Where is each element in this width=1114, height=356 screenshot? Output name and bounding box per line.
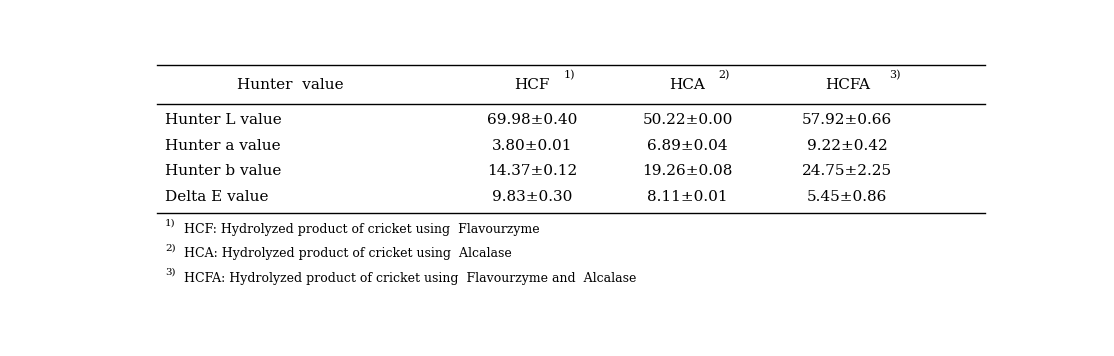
Text: HCFA: HCFA <box>824 78 870 92</box>
Text: 8.11±0.01: 8.11±0.01 <box>647 190 727 204</box>
Text: Hunter L value: Hunter L value <box>165 113 282 127</box>
Text: 3.80±0.01: 3.80±0.01 <box>491 139 573 153</box>
Text: 2): 2) <box>165 243 176 252</box>
Text: HCA: Hydrolyzed product of cricket using  Alcalase: HCA: Hydrolyzed product of cricket using… <box>184 247 512 260</box>
Text: 6.89±0.04: 6.89±0.04 <box>647 139 727 153</box>
Text: 1): 1) <box>165 219 176 227</box>
Text: 69.98±0.40: 69.98±0.40 <box>487 113 577 127</box>
Text: Hunter b value: Hunter b value <box>165 164 282 178</box>
Text: 2): 2) <box>719 70 730 80</box>
Text: 5.45±0.86: 5.45±0.86 <box>807 190 888 204</box>
Text: 9.83±0.30: 9.83±0.30 <box>492 190 573 204</box>
Text: 14.37±0.12: 14.37±0.12 <box>487 164 577 178</box>
Text: 50.22±0.00: 50.22±0.00 <box>643 113 733 127</box>
Text: 3): 3) <box>165 268 176 277</box>
Text: 3): 3) <box>889 70 900 80</box>
Text: Hunter  value: Hunter value <box>237 78 343 92</box>
Text: Delta E value: Delta E value <box>165 190 268 204</box>
Text: HCF: Hydrolyzed product of cricket using  Flavourzyme: HCF: Hydrolyzed product of cricket using… <box>184 222 540 236</box>
Text: 9.22±0.42: 9.22±0.42 <box>807 139 888 153</box>
Text: 57.92±0.66: 57.92±0.66 <box>802 113 892 127</box>
Text: Hunter a value: Hunter a value <box>165 139 281 153</box>
Text: HCA: HCA <box>670 78 705 92</box>
Text: HCFA: Hydrolyzed product of cricket using  Flavourzyme and  Alcalase: HCFA: Hydrolyzed product of cricket usin… <box>184 272 636 285</box>
Text: 19.26±0.08: 19.26±0.08 <box>643 164 733 178</box>
Text: 1): 1) <box>564 70 575 80</box>
Text: 24.75±2.25: 24.75±2.25 <box>802 164 892 178</box>
Text: HCF: HCF <box>515 78 550 92</box>
